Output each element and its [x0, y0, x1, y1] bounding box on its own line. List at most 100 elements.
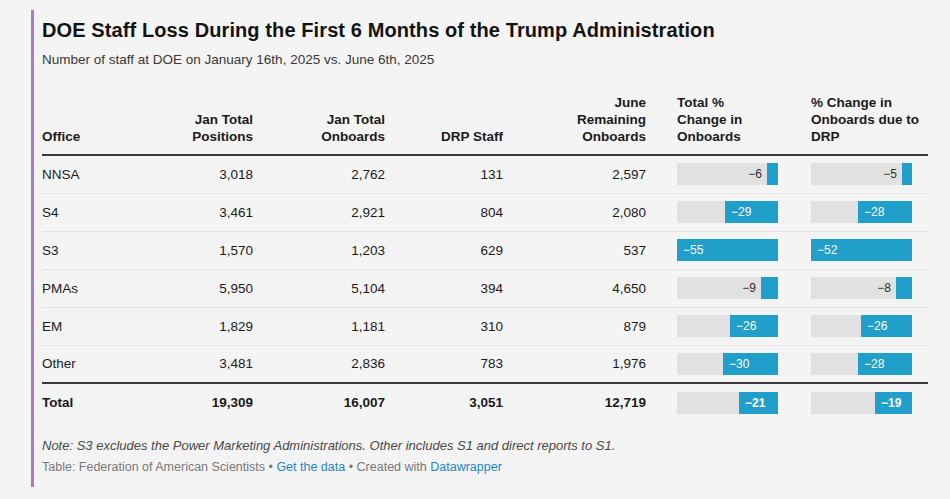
bar-value-label: −5 — [883, 163, 897, 185]
bar-cell: −55 — [646, 231, 778, 269]
bar-value-label: −30 — [729, 353, 749, 375]
created-with-label: Created with — [357, 460, 427, 474]
bar-value-label: −26 — [867, 315, 887, 337]
bar-cell: −26 — [646, 307, 778, 345]
bar-cell: −6 — [646, 155, 778, 193]
jan-total-positions-cell: 3,461 — [177, 193, 253, 231]
bar-value-label: −26 — [736, 315, 756, 337]
table-note: Note: S3 excludes the Power Marketing Ad… — [42, 438, 928, 453]
jan-total-positions-cell: 1,829 — [177, 307, 253, 345]
bar-cell: −9 — [646, 269, 778, 307]
table-row: EM1,8291,181310879 −26 −26 — [42, 307, 928, 345]
jan-total-positions-cell: 1,570 — [177, 231, 253, 269]
table-row: S31,5701,203629537 −55 −52 — [42, 231, 928, 269]
june-remaining-onboards-cell: 2,597 — [503, 155, 646, 193]
table-row: NNSA3,0182,7621312,597 −6 −5 — [42, 155, 928, 193]
bar-track: −28 — [811, 353, 912, 375]
get-the-data-link[interactable]: Get the data — [276, 460, 345, 474]
jan-total-onboards-cell: 1,181 — [253, 307, 385, 345]
table-row-total: Total19,30916,0073,05112,719 −21 −19 — [42, 383, 928, 421]
bar-cell: −8 — [778, 269, 928, 307]
bar-track: −21 — [677, 392, 778, 414]
column-header-drp-staff: DRP Staff — [385, 79, 503, 155]
table-row: S43,4612,9218042,080 −29 −28 — [42, 193, 928, 231]
bar-cell: −29 — [646, 193, 778, 231]
staff-loss-table: Office Jan Total Positions Jan Total Onb… — [42, 79, 928, 421]
source-line: Table: Federation of American Scientists… — [42, 460, 928, 474]
bar-fill — [902, 163, 912, 185]
drp-staff-cell: 783 — [385, 345, 503, 383]
bar-track: −28 — [811, 201, 912, 223]
bar-value-label: −29 — [731, 201, 751, 223]
column-header-total-pct-change: Total % Change in Onboards — [646, 79, 778, 155]
bar-fill — [761, 277, 778, 299]
bar-cell: −52 — [778, 231, 928, 269]
june-remaining-onboards-cell: 2,080 — [503, 193, 646, 231]
bar-fill — [767, 163, 778, 185]
bar-value-label: −21 — [745, 392, 765, 414]
office-cell: S3 — [42, 231, 177, 269]
bar-value-label: −52 — [817, 239, 837, 261]
jan-total-onboards-cell: 2,921 — [253, 193, 385, 231]
office-cell: PMAs — [42, 269, 177, 307]
accent-bar — [31, 10, 34, 487]
drp-staff-cell: 131 — [385, 155, 503, 193]
bar-cell: −5 — [778, 155, 928, 193]
bar-cell: −19 — [778, 383, 928, 421]
table-header: Office Jan Total Positions Jan Total Onb… — [42, 79, 928, 155]
bar-cell: −26 — [778, 307, 928, 345]
bar-track: −26 — [677, 315, 778, 337]
drp-staff-cell: 804 — [385, 193, 503, 231]
jan-total-positions-cell: 5,950 — [177, 269, 253, 307]
drp-staff-cell: 310 — [385, 307, 503, 345]
chart-card: DOE Staff Loss During the First 6 Months… — [42, 19, 928, 474]
page-title: DOE Staff Loss During the First 6 Months… — [42, 19, 928, 42]
bar-value-label: −55 — [683, 239, 703, 261]
jan-total-onboards-cell: 2,762 — [253, 155, 385, 193]
jan-total-positions-cell: 19,309 — [177, 383, 253, 421]
bar-value-label: −6 — [748, 163, 762, 185]
separator-dot: • — [269, 460, 273, 474]
bar-cell: −30 — [646, 345, 778, 383]
bar-value-label: −9 — [742, 277, 756, 299]
drp-staff-cell: 629 — [385, 231, 503, 269]
separator-dot: • — [349, 460, 353, 474]
bar-value-label: −28 — [864, 201, 884, 223]
bar-track: −8 — [811, 277, 912, 299]
office-cell: EM — [42, 307, 177, 345]
bar-track: −9 — [677, 277, 778, 299]
column-header-june-remaining-onboards: June Remaining Onboards — [503, 79, 646, 155]
bar-cell: −28 — [778, 345, 928, 383]
jan-total-onboards-cell: 5,104 — [253, 269, 385, 307]
datawrapper-link[interactable]: Datawrapper — [430, 460, 502, 474]
bar-track: −5 — [811, 163, 912, 185]
column-header-jan-total-positions: Jan Total Positions — [177, 79, 253, 155]
bar-track: −26 — [811, 315, 912, 337]
office-cell: S4 — [42, 193, 177, 231]
office-cell: Total — [42, 383, 177, 421]
bar-track: −19 — [811, 392, 912, 414]
jan-total-onboards-cell: 1,203 — [253, 231, 385, 269]
june-remaining-onboards-cell: 537 — [503, 231, 646, 269]
bar-value-label: −8 — [877, 277, 891, 299]
page-subtitle: Number of staff at DOE on January 16th, … — [42, 52, 928, 67]
bar-track: −6 — [677, 163, 778, 185]
bar-track: −52 — [811, 239, 912, 261]
jan-total-positions-cell: 3,018 — [177, 155, 253, 193]
jan-total-onboards-cell: 16,007 — [253, 383, 385, 421]
june-remaining-onboards-cell: 4,650 — [503, 269, 646, 307]
bar-value-label: −28 — [864, 353, 884, 375]
june-remaining-onboards-cell: 12,719 — [503, 383, 646, 421]
jan-total-onboards-cell: 2,836 — [253, 345, 385, 383]
table-row: PMAs5,9505,1043944,650−9−8 — [42, 269, 928, 307]
column-header-jan-total-onboards: Jan Total Onboards — [253, 79, 385, 155]
office-cell: NNSA — [42, 155, 177, 193]
jan-total-positions-cell: 3,481 — [177, 345, 253, 383]
drp-staff-cell: 3,051 — [385, 383, 503, 421]
bar-cell: −21 — [646, 383, 778, 421]
bar-track: −29 — [677, 201, 778, 223]
june-remaining-onboards-cell: 879 — [503, 307, 646, 345]
source-attribution: Table: Federation of American Scientists — [42, 460, 265, 474]
bar-track: −55 — [677, 239, 778, 261]
bar-fill — [896, 277, 912, 299]
